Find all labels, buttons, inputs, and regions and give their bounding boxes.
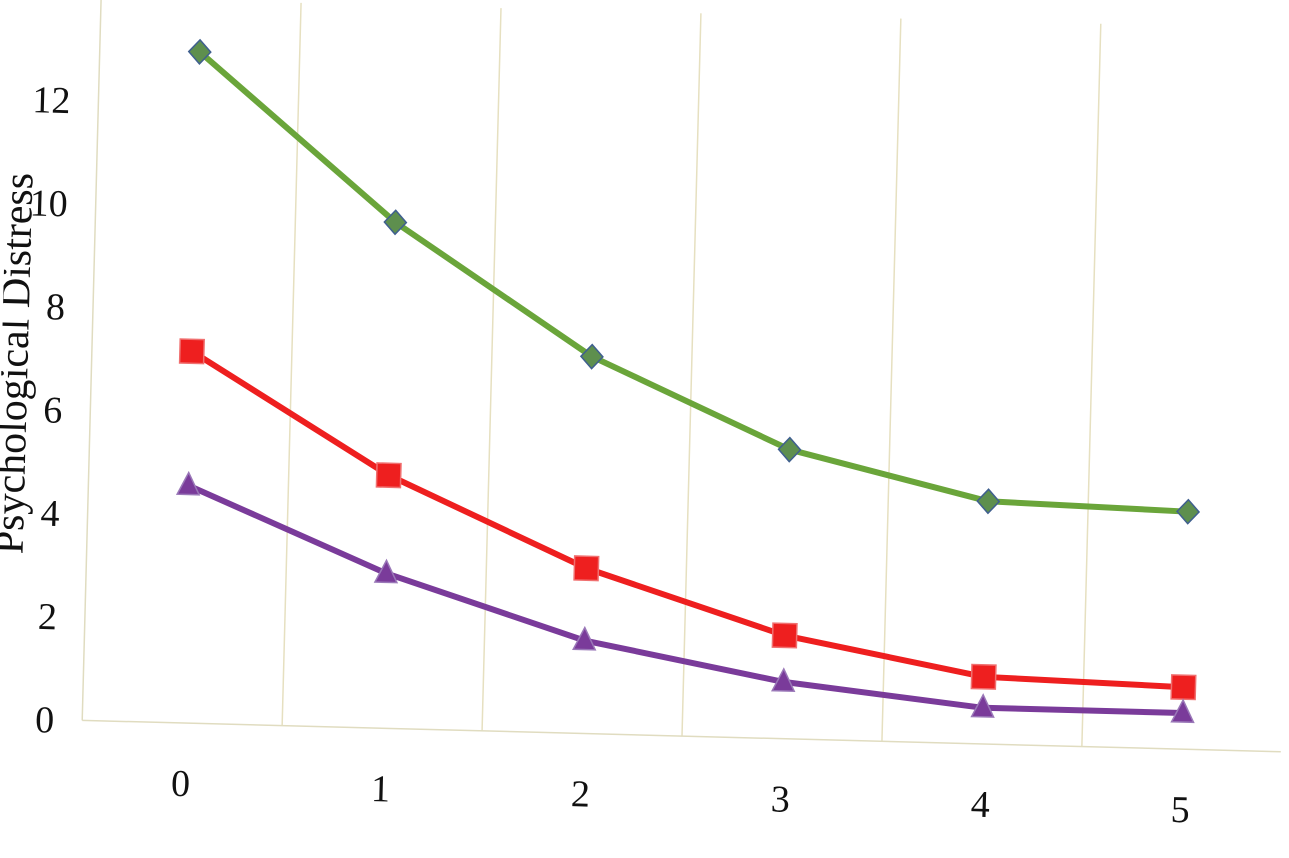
- gridlines: [281, 2, 1102, 747]
- y-axis-line: [81, 0, 102, 721]
- data-point-diamond: [383, 209, 408, 236]
- x-tick-label: 1: [370, 768, 390, 810]
- y-tick-label: 10: [29, 182, 68, 225]
- x-tick-label: 0: [171, 763, 191, 805]
- y-tick-label: 4: [40, 493, 60, 535]
- data-point-square: [771, 622, 798, 649]
- data-point-square: [375, 462, 402, 489]
- data-point-diamond: [976, 488, 1001, 515]
- x-tick-label: 5: [1170, 789, 1190, 831]
- y-tick-label: 12: [32, 79, 71, 122]
- data-point-triangle: [770, 667, 796, 692]
- data-point-diamond: [1176, 498, 1201, 525]
- x-tick-label: 2: [570, 773, 590, 815]
- data-point-diamond: [777, 436, 802, 463]
- data-point-square: [1170, 674, 1197, 701]
- series-lines: [185, 48, 1192, 717]
- vertical-gridline: [1081, 23, 1102, 747]
- series-line-3: [185, 482, 1186, 717]
- y-axis-title: Psychological Distress: [0, 172, 43, 555]
- y-tick-label: 8: [45, 286, 65, 328]
- data-point-triangle: [1170, 698, 1195, 724]
- y-tick-label: 6: [43, 389, 63, 431]
- series-line-1: [196, 48, 1192, 515]
- data-point-triangle: [175, 470, 201, 496]
- x-axis-line: [82, 719, 1282, 753]
- data-point-square: [573, 555, 600, 582]
- axes: [81, 0, 1282, 753]
- vertical-gridline: [481, 8, 502, 731]
- series-markers: [175, 38, 1201, 724]
- data-point-diamond: [187, 38, 212, 65]
- x-tick-label: 3: [770, 778, 790, 820]
- series-line-2: [188, 348, 1187, 691]
- data-point-triangle: [373, 558, 399, 584]
- data-point-diamond: [579, 343, 604, 370]
- vertical-gridline: [681, 13, 702, 737]
- vertical-gridline: [281, 2, 302, 726]
- data-point-square: [970, 663, 997, 690]
- data-point-square: [178, 338, 205, 365]
- vertical-gridline: [881, 18, 902, 742]
- y-tick-label: 2: [37, 596, 57, 638]
- data-point-triangle: [970, 693, 995, 718]
- x-tick-label: 4: [970, 784, 990, 826]
- y-tick-label: 0: [35, 699, 55, 741]
- data-point-triangle: [572, 625, 597, 651]
